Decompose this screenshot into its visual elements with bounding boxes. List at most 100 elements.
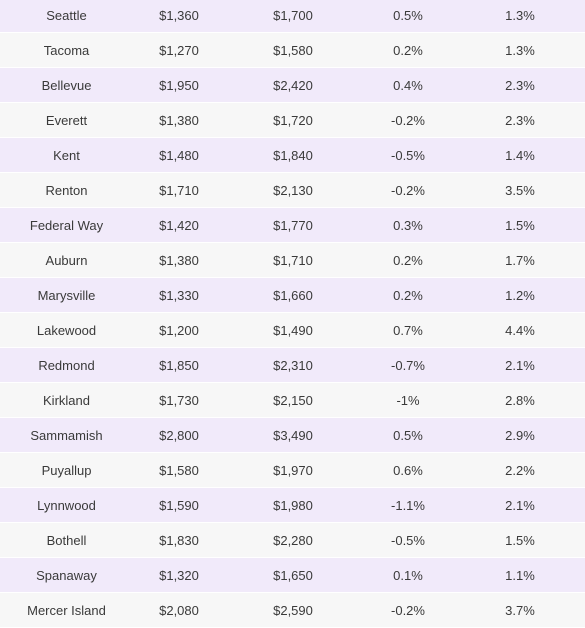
table-row: Spanaway $1,320 $1,650 0.1% 1.1% <box>0 557 585 593</box>
yearly-change-cell: 2.1% <box>455 487 585 523</box>
city-cell: Renton <box>0 172 133 208</box>
one-bedroom-rent-cell: $1,850 <box>133 347 225 383</box>
monthly-change-cell: 0.6% <box>361 452 455 488</box>
one-bedroom-rent-cell: $1,380 <box>133 242 225 278</box>
one-bedroom-rent-cell: $1,330 <box>133 277 225 313</box>
city-cell: Spanaway <box>0 557 133 593</box>
monthly-change-cell: 0.5% <box>361 0 455 33</box>
yearly-change-cell: 1.4% <box>455 137 585 173</box>
one-bedroom-rent-cell: $1,480 <box>133 137 225 173</box>
yearly-change-cell: 2.8% <box>455 382 585 418</box>
table-row: Bothell $1,830 $2,280 -0.5% 1.5% <box>0 522 585 558</box>
monthly-change-cell: -0.2% <box>361 102 455 138</box>
monthly-change-cell: -0.5% <box>361 137 455 173</box>
table-row: Kent $1,480 $1,840 -0.5% 1.4% <box>0 137 585 173</box>
city-cell: Auburn <box>0 242 133 278</box>
city-cell: Lynnwood <box>0 487 133 523</box>
monthly-change-cell: 0.2% <box>361 277 455 313</box>
yearly-change-cell: 2.2% <box>455 452 585 488</box>
table-row: Puyallup $1,580 $1,970 0.6% 2.2% <box>0 452 585 488</box>
city-cell: Sammamish <box>0 417 133 453</box>
city-cell: Kent <box>0 137 133 173</box>
two-bedroom-rent-cell: $3,490 <box>225 417 361 453</box>
one-bedroom-rent-cell: $1,360 <box>133 0 225 33</box>
table-row: Mercer Island $2,080 $2,590 -0.2% 3.7% <box>0 592 585 628</box>
table-row: Seattle $1,360 $1,700 0.5% 1.3% <box>0 0 585 33</box>
two-bedroom-rent-cell: $2,130 <box>225 172 361 208</box>
monthly-change-cell: -1% <box>361 382 455 418</box>
table-row: Kirkland $1,730 $2,150 -1% 2.8% <box>0 382 585 418</box>
two-bedroom-rent-cell: $1,970 <box>225 452 361 488</box>
city-cell: Federal Way <box>0 207 133 243</box>
city-cell: Kirkland <box>0 382 133 418</box>
city-cell: Lakewood <box>0 312 133 348</box>
table-row: Renton $1,710 $2,130 -0.2% 3.5% <box>0 172 585 208</box>
two-bedroom-rent-cell: $1,770 <box>225 207 361 243</box>
city-cell: Puyallup <box>0 452 133 488</box>
one-bedroom-rent-cell: $1,420 <box>133 207 225 243</box>
one-bedroom-rent-cell: $1,200 <box>133 312 225 348</box>
monthly-change-cell: 0.5% <box>361 417 455 453</box>
two-bedroom-rent-cell: $1,490 <box>225 312 361 348</box>
two-bedroom-rent-cell: $1,580 <box>225 32 361 68</box>
monthly-change-cell: 0.2% <box>361 32 455 68</box>
yearly-change-cell: 2.9% <box>455 417 585 453</box>
table-row: Redmond $1,850 $2,310 -0.7% 2.1% <box>0 347 585 383</box>
yearly-change-cell: 4.4% <box>455 312 585 348</box>
table-row: Tacoma $1,270 $1,580 0.2% 1.3% <box>0 32 585 68</box>
monthly-change-cell: -0.5% <box>361 522 455 558</box>
city-cell: Everett <box>0 102 133 138</box>
yearly-change-cell: 1.1% <box>455 557 585 593</box>
table-row: Lakewood $1,200 $1,490 0.7% 4.4% <box>0 312 585 348</box>
yearly-change-cell: 1.5% <box>455 522 585 558</box>
one-bedroom-rent-cell: $1,270 <box>133 32 225 68</box>
yearly-change-cell: 1.3% <box>455 32 585 68</box>
two-bedroom-rent-cell: $2,150 <box>225 382 361 418</box>
two-bedroom-rent-cell: $2,280 <box>225 522 361 558</box>
table-row: Lynnwood $1,590 $1,980 -1.1% 2.1% <box>0 487 585 523</box>
city-cell: Marysville <box>0 277 133 313</box>
two-bedroom-rent-cell: $1,700 <box>225 0 361 33</box>
two-bedroom-rent-cell: $1,710 <box>225 242 361 278</box>
table-row: Marysville $1,330 $1,660 0.2% 1.2% <box>0 277 585 313</box>
yearly-change-cell: 2.3% <box>455 102 585 138</box>
table-row: Bellevue $1,950 $2,420 0.4% 2.3% <box>0 67 585 103</box>
table-row: Sammamish $2,800 $3,490 0.5% 2.9% <box>0 417 585 453</box>
one-bedroom-rent-cell: $2,800 <box>133 417 225 453</box>
table-row: Federal Way $1,420 $1,770 0.3% 1.5% <box>0 207 585 243</box>
two-bedroom-rent-cell: $1,650 <box>225 557 361 593</box>
yearly-change-cell: 3.7% <box>455 592 585 628</box>
yearly-change-cell: 1.5% <box>455 207 585 243</box>
one-bedroom-rent-cell: $1,380 <box>133 102 225 138</box>
two-bedroom-rent-cell: $1,840 <box>225 137 361 173</box>
monthly-change-cell: 0.4% <box>361 67 455 103</box>
city-cell: Tacoma <box>0 32 133 68</box>
monthly-change-cell: 0.1% <box>361 557 455 593</box>
one-bedroom-rent-cell: $1,730 <box>133 382 225 418</box>
city-cell: Redmond <box>0 347 133 383</box>
one-bedroom-rent-cell: $1,830 <box>133 522 225 558</box>
two-bedroom-rent-cell: $1,720 <box>225 102 361 138</box>
yearly-change-cell: 1.7% <box>455 242 585 278</box>
city-cell: Bellevue <box>0 67 133 103</box>
yearly-change-cell: 2.1% <box>455 347 585 383</box>
city-cell: Seattle <box>0 0 133 33</box>
monthly-change-cell: 0.3% <box>361 207 455 243</box>
yearly-change-cell: 1.3% <box>455 0 585 33</box>
monthly-change-cell: -0.2% <box>361 172 455 208</box>
monthly-change-cell: -0.7% <box>361 347 455 383</box>
one-bedroom-rent-cell: $1,590 <box>133 487 225 523</box>
monthly-change-cell: -1.1% <box>361 487 455 523</box>
one-bedroom-rent-cell: $2,080 <box>133 592 225 628</box>
city-cell: Mercer Island <box>0 592 133 628</box>
monthly-change-cell: 0.2% <box>361 242 455 278</box>
one-bedroom-rent-cell: $1,580 <box>133 452 225 488</box>
two-bedroom-rent-cell: $1,660 <box>225 277 361 313</box>
monthly-change-cell: -0.2% <box>361 592 455 628</box>
two-bedroom-rent-cell: $2,590 <box>225 592 361 628</box>
city-cell: Bothell <box>0 522 133 558</box>
monthly-change-cell: 0.7% <box>361 312 455 348</box>
one-bedroom-rent-cell: $1,710 <box>133 172 225 208</box>
table-row: Everett $1,380 $1,720 -0.2% 2.3% <box>0 102 585 138</box>
